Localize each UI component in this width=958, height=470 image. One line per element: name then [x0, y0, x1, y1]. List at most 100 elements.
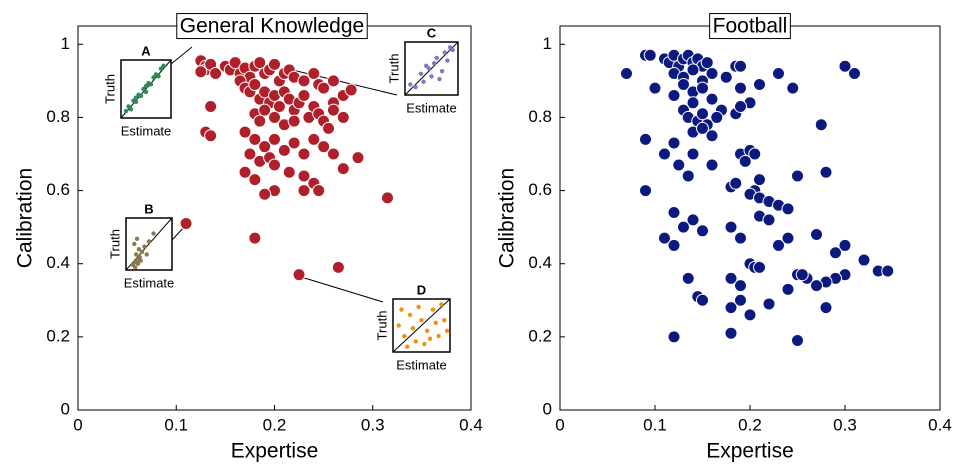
point: [734, 293, 747, 307]
y-axis-label: Calibration: [496, 168, 519, 268]
inset-label: D: [417, 282, 426, 297]
point: [336, 110, 350, 124]
point: [786, 81, 800, 95]
inset-point: [425, 328, 430, 333]
title-box: [176, 13, 368, 40]
point: [317, 140, 331, 154]
point: [762, 297, 776, 311]
inset-point: [431, 61, 437, 66]
point: [724, 326, 738, 340]
point: [253, 114, 267, 128]
inset-point: [128, 107, 134, 112]
point: [258, 187, 272, 201]
inset-point: [133, 95, 139, 100]
inset-point: [434, 55, 439, 61]
point: [781, 231, 795, 245]
point: [838, 238, 852, 252]
x-tick-label: 0.3: [361, 415, 385, 434]
inset-y-label: Truth: [107, 229, 122, 259]
title-box: [709, 13, 791, 40]
point: [738, 154, 752, 168]
point: [829, 246, 842, 260]
point: [307, 67, 321, 81]
point: [307, 132, 321, 146]
inset-y-label: Truth: [386, 54, 401, 84]
point: [838, 59, 852, 73]
point: [667, 88, 681, 102]
inset-point: [151, 75, 156, 80]
inset-point: [445, 58, 450, 63]
point: [705, 67, 719, 81]
x-axis-label: Expertise: [231, 440, 319, 463]
point: [322, 121, 336, 135]
point: [753, 173, 766, 187]
y-tick-label: 0.4: [46, 253, 70, 272]
leader-line: [170, 46, 193, 65]
point: [620, 67, 633, 81]
inset-point: [430, 307, 436, 312]
x-tick-label: 0.1: [643, 415, 667, 434]
point: [734, 99, 747, 113]
inset-point: [408, 82, 413, 87]
inset-point: [433, 320, 438, 326]
point: [724, 271, 738, 285]
x-tick-label: 0.4: [459, 415, 483, 434]
inset-point: [437, 76, 442, 82]
x-tick-label: 0: [73, 415, 82, 434]
inset: B Estimate Truth: [107, 201, 174, 290]
leader-line: [297, 275, 384, 303]
point: [287, 136, 301, 150]
inset-point: [436, 333, 441, 339]
inset-x-label: Estimate: [396, 357, 447, 372]
inset-point: [146, 239, 152, 244]
inset-x-label: Estimate: [406, 100, 457, 115]
inset-point: [144, 252, 149, 257]
point: [810, 279, 823, 293]
point: [243, 147, 257, 161]
inset-point: [135, 261, 141, 266]
inset-point: [123, 108, 129, 114]
x-tick-label: 0.2: [738, 415, 762, 434]
point: [238, 165, 252, 179]
point: [681, 271, 695, 285]
inset-point: [424, 63, 429, 69]
point: [297, 147, 311, 161]
inset-point: [133, 99, 139, 104]
point: [336, 162, 350, 176]
y-tick-label: 1: [61, 34, 70, 53]
point: [248, 132, 262, 146]
inset-point: [396, 323, 401, 328]
point: [248, 231, 262, 245]
inset-point: [161, 63, 166, 68]
point: [672, 158, 686, 172]
point: [194, 65, 208, 79]
inset-point: [419, 318, 424, 323]
x-axis-label: Expertise: [706, 440, 794, 463]
point: [268, 158, 281, 172]
point: [228, 56, 242, 70]
inset: A Estimate Truth: [102, 43, 172, 138]
inset-point: [407, 312, 413, 318]
point: [326, 147, 340, 161]
point: [700, 56, 714, 70]
point: [277, 143, 291, 157]
point: [667, 206, 681, 220]
point: [710, 110, 724, 124]
point: [639, 184, 652, 198]
point: [297, 88, 311, 102]
point: [753, 78, 766, 92]
inset-x-label: Estimate: [124, 275, 175, 290]
point: [297, 74, 311, 88]
point: [248, 78, 262, 92]
inset-point: [151, 231, 156, 236]
point: [734, 59, 747, 73]
point: [209, 67, 223, 81]
point: [179, 216, 193, 230]
inset-label: C: [427, 25, 437, 40]
x-tick-label: 0: [555, 415, 564, 434]
inset-point: [143, 83, 149, 89]
point: [681, 169, 695, 183]
point: [380, 191, 394, 205]
point: [292, 268, 306, 282]
